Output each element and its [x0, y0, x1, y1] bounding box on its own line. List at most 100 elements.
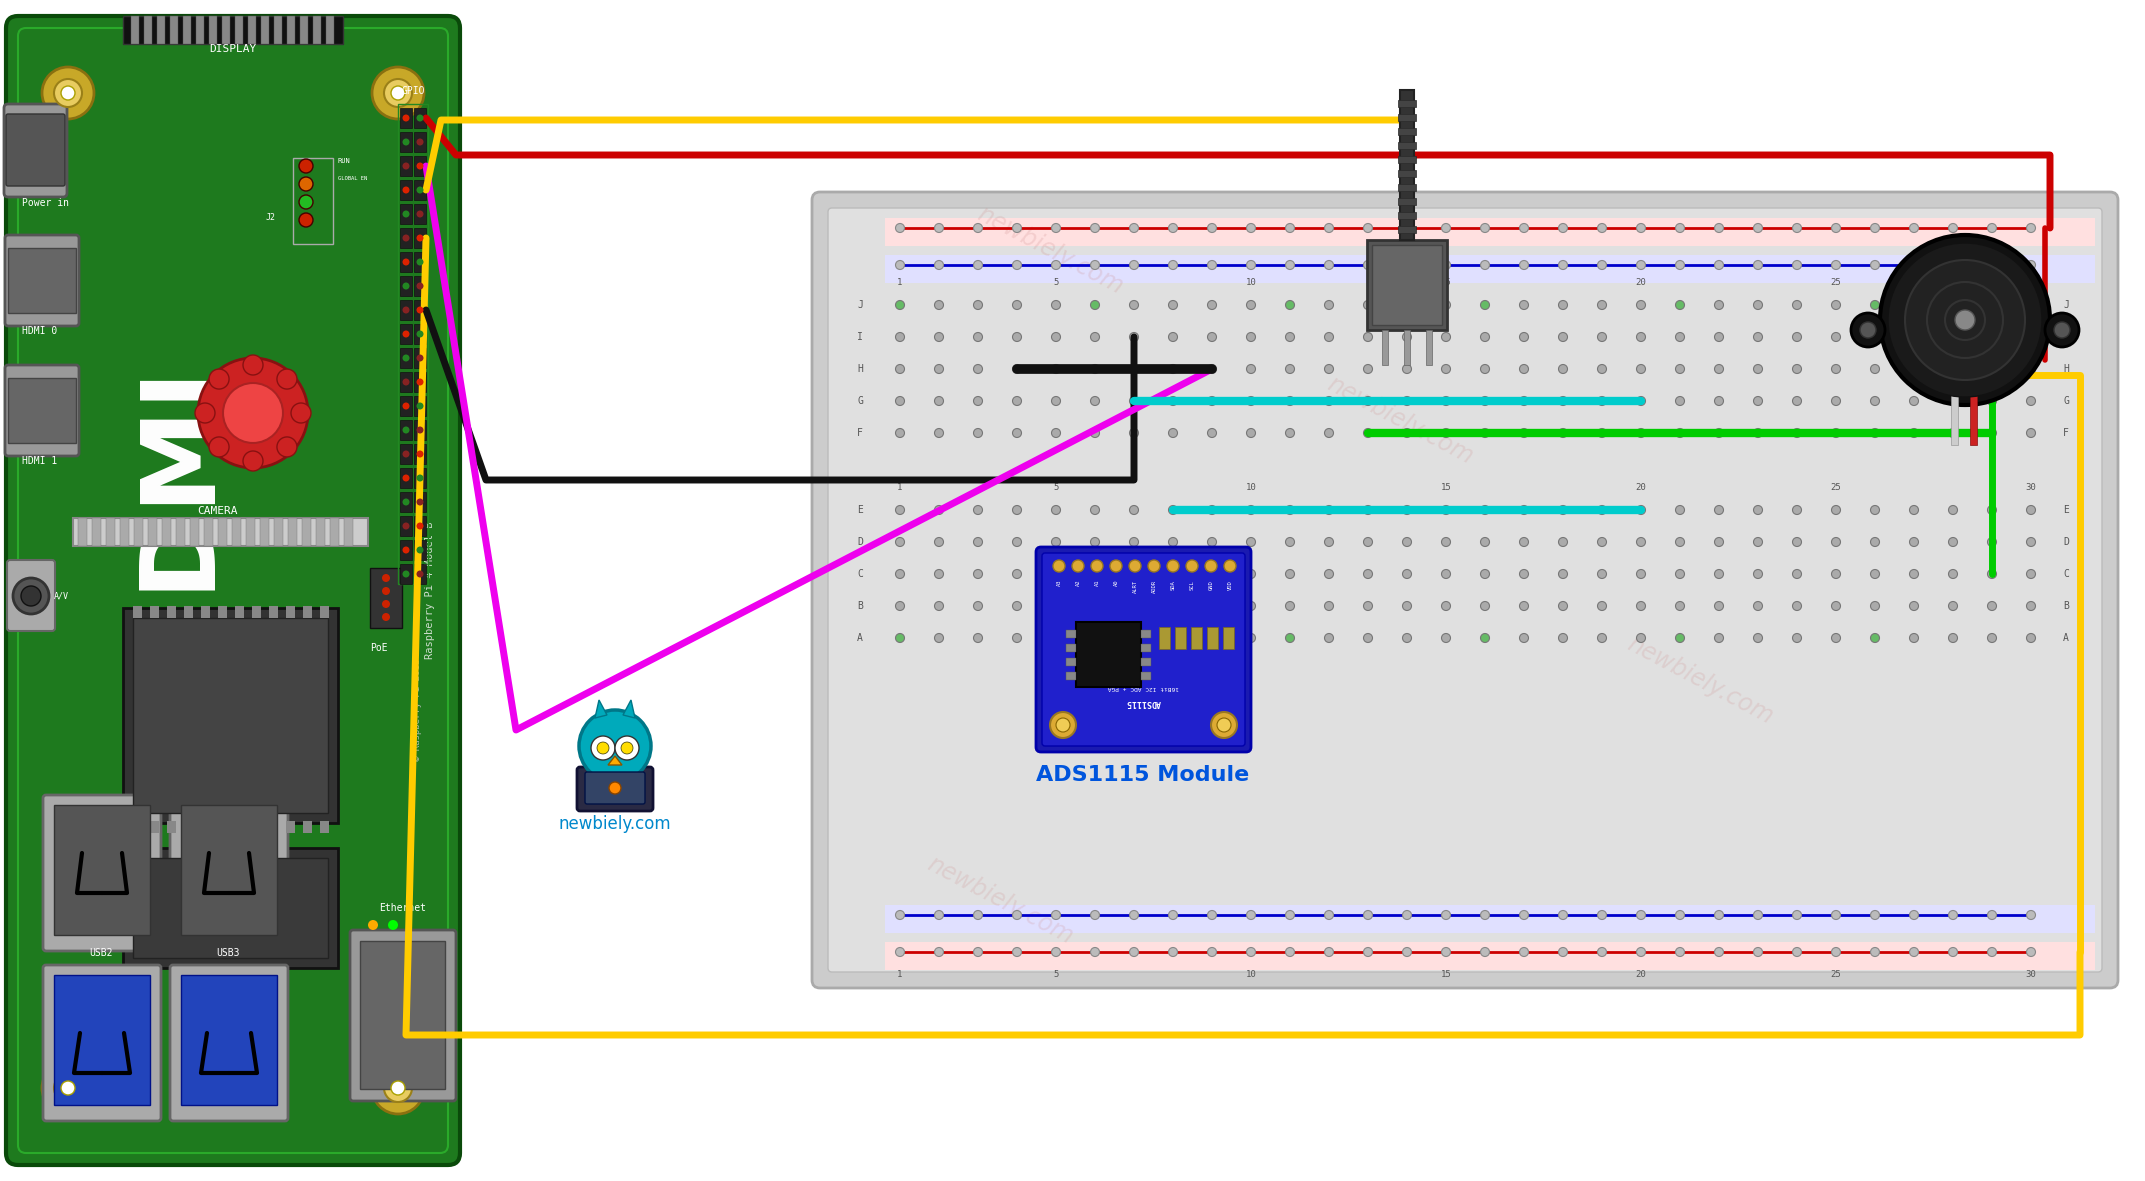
- Circle shape: [1888, 243, 2042, 397]
- Bar: [399, 156, 412, 176]
- Bar: [414, 396, 427, 416]
- Bar: [122, 848, 339, 968]
- Circle shape: [1637, 505, 1645, 515]
- Circle shape: [1323, 633, 1334, 642]
- Circle shape: [1714, 365, 1722, 373]
- Circle shape: [1480, 365, 1489, 373]
- FancyBboxPatch shape: [169, 965, 287, 1121]
- Bar: [302, 606, 311, 618]
- Circle shape: [1480, 223, 1489, 233]
- Circle shape: [1559, 601, 1568, 611]
- Bar: [300, 17, 309, 44]
- Circle shape: [1870, 261, 1879, 269]
- Circle shape: [622, 742, 633, 753]
- Circle shape: [1012, 505, 1021, 515]
- Bar: [236, 17, 242, 44]
- Circle shape: [1598, 223, 1607, 233]
- FancyBboxPatch shape: [4, 235, 79, 326]
- Bar: [414, 372, 427, 392]
- Circle shape: [2027, 601, 2036, 611]
- Text: A2: A2: [1075, 580, 1081, 587]
- Bar: [399, 468, 412, 488]
- Circle shape: [1714, 261, 1722, 269]
- Circle shape: [1208, 633, 1216, 642]
- Circle shape: [390, 1081, 405, 1095]
- Circle shape: [1714, 601, 1722, 611]
- Circle shape: [1323, 601, 1334, 611]
- Bar: [287, 17, 296, 44]
- Circle shape: [416, 522, 423, 529]
- Circle shape: [1519, 261, 1529, 269]
- Bar: [1066, 658, 1077, 666]
- Circle shape: [1285, 633, 1293, 642]
- Circle shape: [1130, 947, 1139, 957]
- Text: ADS1115: ADS1115: [1126, 698, 1160, 706]
- Bar: [1066, 629, 1077, 638]
- Circle shape: [1519, 333, 1529, 341]
- Circle shape: [1285, 947, 1293, 957]
- Circle shape: [1246, 397, 1255, 405]
- Circle shape: [1598, 537, 1607, 547]
- Circle shape: [1675, 397, 1684, 405]
- Circle shape: [2027, 633, 2036, 642]
- Circle shape: [1441, 633, 1450, 642]
- Bar: [120, 518, 129, 546]
- Circle shape: [1948, 601, 1958, 611]
- Circle shape: [894, 569, 905, 579]
- Text: 20: 20: [1637, 278, 1647, 287]
- Text: ADDR: ADDR: [1152, 580, 1156, 593]
- Circle shape: [1285, 537, 1293, 547]
- Circle shape: [1403, 947, 1411, 957]
- Bar: [886, 218, 2096, 246]
- Bar: [184, 821, 193, 833]
- Circle shape: [1860, 322, 1877, 338]
- Circle shape: [609, 782, 622, 794]
- Bar: [122, 17, 343, 44]
- Bar: [1399, 170, 1416, 177]
- Circle shape: [1169, 601, 1178, 611]
- Bar: [73, 518, 369, 546]
- Bar: [1141, 672, 1152, 680]
- Circle shape: [1870, 333, 1879, 341]
- Bar: [414, 348, 427, 368]
- Circle shape: [1169, 633, 1178, 642]
- Circle shape: [1832, 911, 1840, 920]
- Circle shape: [894, 223, 905, 233]
- Circle shape: [416, 450, 423, 457]
- Circle shape: [1870, 429, 1879, 437]
- Circle shape: [1870, 911, 1879, 920]
- Circle shape: [1752, 633, 1763, 642]
- Circle shape: [1480, 569, 1489, 579]
- Circle shape: [935, 537, 944, 547]
- Circle shape: [1480, 911, 1489, 920]
- Text: E: E: [858, 505, 862, 515]
- Circle shape: [1988, 261, 1997, 269]
- Circle shape: [894, 300, 905, 309]
- FancyBboxPatch shape: [6, 17, 459, 1164]
- Bar: [268, 821, 279, 833]
- Text: USB3: USB3: [217, 948, 240, 958]
- Circle shape: [1246, 429, 1255, 437]
- Circle shape: [208, 437, 230, 457]
- Circle shape: [1403, 601, 1411, 611]
- Bar: [1077, 622, 1141, 687]
- Circle shape: [1246, 633, 1255, 642]
- Circle shape: [1480, 429, 1489, 437]
- Circle shape: [1225, 560, 1236, 572]
- Circle shape: [1090, 223, 1100, 233]
- Circle shape: [390, 86, 405, 100]
- Bar: [285, 606, 296, 618]
- Circle shape: [1480, 333, 1489, 341]
- Circle shape: [1637, 397, 1645, 405]
- Circle shape: [1090, 911, 1100, 920]
- Circle shape: [1090, 300, 1100, 309]
- Circle shape: [54, 79, 82, 107]
- Circle shape: [1948, 397, 1958, 405]
- Circle shape: [1148, 560, 1160, 572]
- Circle shape: [1988, 537, 1997, 547]
- Circle shape: [1988, 397, 1997, 405]
- Text: I: I: [2063, 332, 2070, 342]
- Circle shape: [1909, 300, 1918, 309]
- Circle shape: [1675, 569, 1684, 579]
- Circle shape: [1988, 429, 1997, 437]
